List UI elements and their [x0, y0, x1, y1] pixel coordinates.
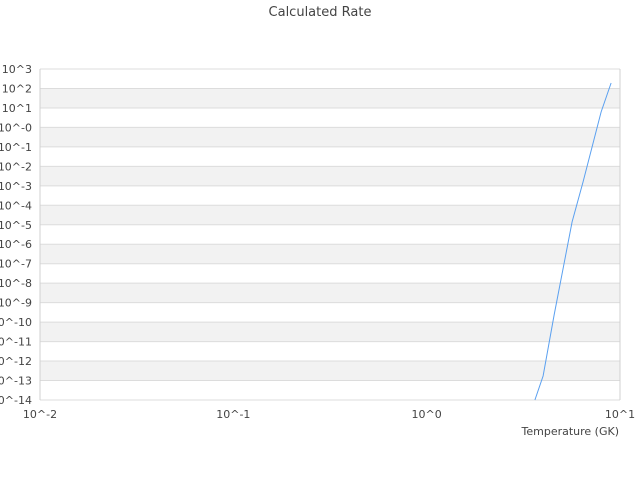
y-tick-label: 10^-10 [0, 316, 32, 329]
x-tick-label: 10^1 [605, 408, 635, 421]
y-tick-labels: 10^3 10^2 10^1 10^-0 10^-1 10^-2 10^-3 10^-4 10^… [0, 63, 32, 407]
grid-band [40, 166, 620, 186]
x-axis-label: Temperature (GK) [521, 425, 620, 438]
y-tick-label: 10^-6 [0, 238, 32, 251]
y-tick-label: 10^-2 [0, 160, 32, 173]
grid-band [40, 205, 620, 225]
grid-band [40, 283, 620, 303]
y-tick-label: 10^-9 [0, 297, 32, 310]
y-tick-label: 10^-12 [0, 355, 32, 368]
grid-band [40, 361, 620, 381]
grid-band [40, 244, 620, 264]
x-tick-labels: 10^-2 10^-1 10^0 10^1 [23, 408, 635, 421]
x-tick-label: 10^-1 [216, 408, 250, 421]
x-tick-label: 10^-2 [23, 408, 57, 421]
x-tick-label: 10^0 [412, 408, 442, 421]
series-line [534, 82, 612, 401]
plot-bands [40, 69, 620, 400]
y-tick-label: 10^-7 [0, 258, 32, 271]
y-tick-label: 10^1 [2, 102, 32, 115]
y-tick-label: 10^-11 [0, 336, 32, 349]
y-tick-label: 10^-4 [0, 199, 32, 212]
grid-band [40, 88, 620, 108]
plot-area [40, 69, 620, 400]
grid-band [40, 322, 620, 342]
series-group [534, 82, 612, 401]
y-tick-label: 10^3 [2, 63, 32, 76]
y-tick-label: 10^-0 [0, 121, 32, 134]
y-tick-label: 10^-14 [0, 394, 32, 407]
chart-title: Calculated Rate [269, 5, 372, 20]
grid-band [40, 127, 620, 147]
y-tick-label: 10^-8 [0, 277, 32, 290]
y-tick-label: 10^-1 [0, 141, 32, 154]
y-tick-label: 10^-3 [0, 180, 32, 193]
y-tick-label: 10^-13 [0, 375, 32, 388]
y-tick-label: 10^-5 [0, 219, 32, 232]
y-tick-label: 10^2 [2, 82, 32, 95]
grid-lines [39, 68, 621, 401]
